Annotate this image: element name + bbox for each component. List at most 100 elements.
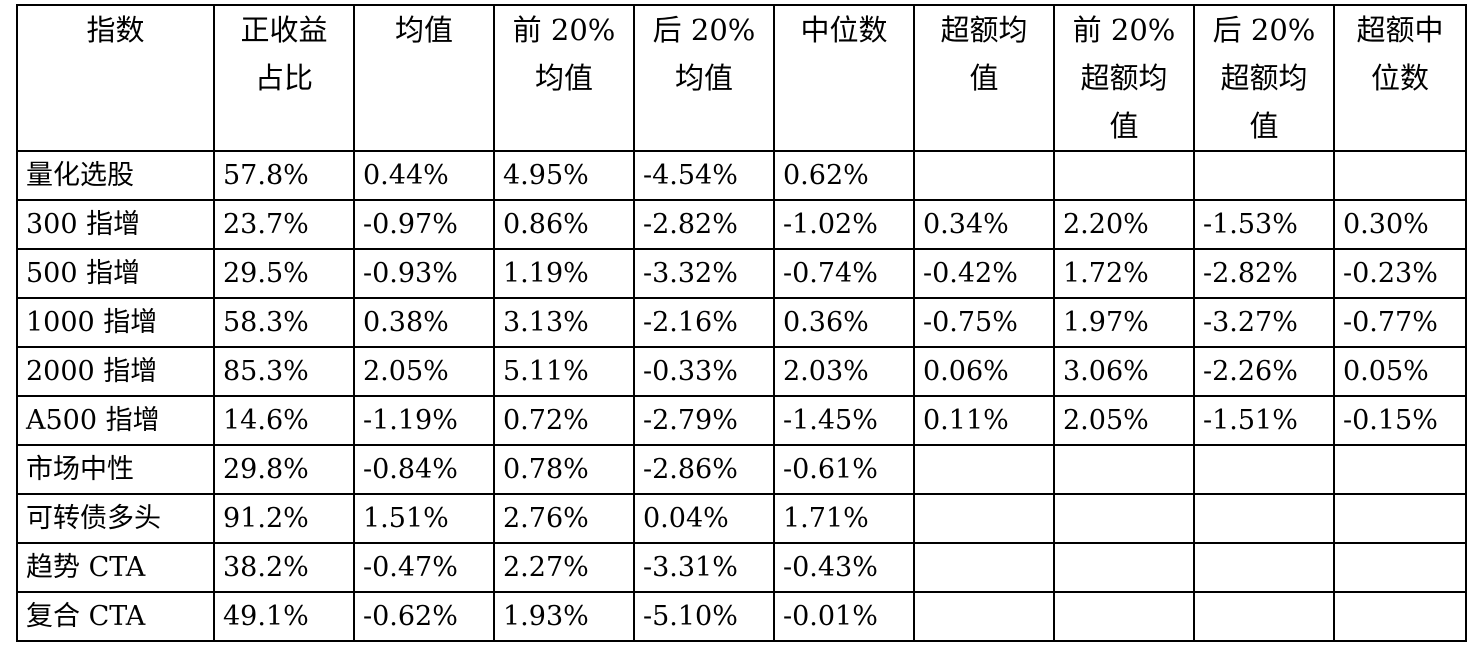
table-row: A500 指增 14.6% -1.19% 0.72% -2.79% -1.45% 0.11%… (16, 395, 1467, 446)
table-cell (1053, 542, 1195, 593)
column-header: 后 20% 超额均值 (1193, 4, 1335, 152)
table-cell: -0.62% (353, 591, 495, 642)
table-cell (1333, 591, 1467, 642)
table-cell: -0.15% (1333, 395, 1467, 446)
table-cell: 0.44% (353, 150, 495, 201)
row-label-cell: 2000 指增 (16, 346, 215, 397)
table-cell: 3.06% (1053, 346, 1195, 397)
table-cell: -1.45% (773, 395, 915, 446)
table-cell: 0.62% (773, 150, 915, 201)
table-cell: -0.77% (1333, 297, 1467, 348)
table-cell: 2.03% (773, 346, 915, 397)
table-container: 指数 正收益 占比 均值前 20% 均值后 20% 均值 中位数 超额均值前 20% 超额均值后… (16, 4, 1467, 642)
table-cell: -0.84% (353, 444, 495, 495)
table-cell: 29.5% (213, 248, 355, 299)
column-header-line: 值 (1249, 109, 1279, 143)
table-cell: 29.8% (213, 444, 355, 495)
table-cell: 0.36% (773, 297, 915, 348)
table-cell: 14.6% (213, 395, 355, 446)
column-header-line: 值 (1109, 109, 1139, 143)
table-cell (1193, 591, 1335, 642)
table-cell: -3.27% (1193, 297, 1335, 348)
table-cell (1333, 493, 1467, 544)
column-header: 正收益 占比 (213, 4, 355, 152)
table-cell (913, 542, 1055, 593)
column-header-line: 指数 (86, 13, 145, 47)
column-header-line: 中位数 (800, 13, 888, 47)
column-header: 后 20% 均值 (633, 4, 775, 152)
table-row: 500 指增 29.5% -0.93% 1.19% -3.32% -0.74% -0.42%… (16, 248, 1467, 299)
table-row: 2000 指增 85.3% 2.05% 5.11% -0.33% 2.03% 0.06% 3.… (16, 346, 1467, 397)
table-cell (1193, 444, 1335, 495)
column-header: 指数 (16, 4, 215, 152)
table-cell (1053, 444, 1195, 495)
row-label-cell: A500 指增 (16, 395, 215, 446)
table-cell: -0.43% (773, 542, 915, 593)
table-cell (1053, 493, 1195, 544)
table-cell (1053, 591, 1195, 642)
table-cell: 2.76% (493, 493, 635, 544)
table-cell: -3.32% (633, 248, 775, 299)
table-cell (913, 493, 1055, 544)
column-header-line: 均值 (674, 61, 733, 95)
table-cell: 0.06% (913, 346, 1055, 397)
column-header: 中位数 (773, 4, 915, 152)
table-cell: -2.16% (633, 297, 775, 348)
table-cell: 0.05% (1333, 346, 1467, 397)
column-header: 超额均值 (913, 4, 1055, 152)
table-cell: -2.26% (1193, 346, 1335, 397)
row-label-cell: 量化选股 (16, 150, 215, 201)
table-cell: -0.75% (913, 297, 1055, 348)
table-cell: -2.82% (633, 199, 775, 250)
table-cell: 23.7% (213, 199, 355, 250)
table-cell: 0.11% (913, 395, 1055, 446)
header-row: 指数 正收益 占比 均值前 20% 均值后 20% 均值 中位数 超额均值前 20% 超额均值后… (16, 4, 1467, 152)
table-cell: 2.27% (493, 542, 635, 593)
table-cell: -0.61% (773, 444, 915, 495)
table-cell: 1.72% (1053, 248, 1195, 299)
column-header-line: 超额均 (1080, 61, 1168, 95)
table-cell (1193, 493, 1335, 544)
table-cell: 0.72% (493, 395, 635, 446)
table-cell: -0.93% (353, 248, 495, 299)
table-cell: 2.05% (353, 346, 495, 397)
table-cell: 91.2% (213, 493, 355, 544)
table-row: 1000 指增 58.3% 0.38% 3.13% -2.16% 0.36% -0.75% 1… (16, 297, 1467, 348)
table-body: 量化选股 57.8% 0.44% 4.95% -4.54% 0.62% 300 指增 23.7… (16, 150, 1467, 642)
column-header: 前 20% 均值 (493, 4, 635, 152)
table-cell: 0.38% (353, 297, 495, 348)
table-cell: -0.74% (773, 248, 915, 299)
row-label-cell: 500 指增 (16, 248, 215, 299)
column-header-line: 占比 (254, 61, 313, 95)
table-cell: -1.53% (1193, 199, 1335, 250)
table-cell: 0.78% (493, 444, 635, 495)
table-cell: -1.51% (1193, 395, 1335, 446)
table-cell: 58.3% (213, 297, 355, 348)
table-cell (913, 591, 1055, 642)
table-cell: -2.82% (1193, 248, 1335, 299)
table-cell: -0.42% (913, 248, 1055, 299)
index-stats-table: 指数 正收益 占比 均值前 20% 均值后 20% 均值 中位数 超额均值前 20% 超额均值后… (16, 4, 1467, 642)
row-label-cell: 市场中性 (16, 444, 215, 495)
table-cell: 0.04% (633, 493, 775, 544)
column-header-line: 超额均 (940, 13, 1028, 47)
column-header-line: 值 (969, 61, 999, 95)
table-row: 量化选股 57.8% 0.44% 4.95% -4.54% 0.62% (16, 150, 1467, 201)
table-cell: 0.86% (493, 199, 635, 250)
table-cell: -2.86% (633, 444, 775, 495)
table-row: 复合 CTA 49.1% -0.62% 1.93% -5.10% -0.01% (16, 591, 1467, 642)
table-cell: -4.54% (633, 150, 775, 201)
table-cell: 1.71% (773, 493, 915, 544)
column-header-line: 超额中 (1356, 13, 1444, 47)
table-cell: -1.02% (773, 199, 915, 250)
column-header-line: 均值 (534, 61, 593, 95)
table-cell: 57.8% (213, 150, 355, 201)
table-row: 趋势 CTA 38.2% -0.47% 2.27% -3.31% -0.43% (16, 542, 1467, 593)
column-header-line: 正收益 (240, 13, 328, 47)
table-cell: 85.3% (213, 346, 355, 397)
table-cell: -1.19% (353, 395, 495, 446)
table-cell: 1.97% (1053, 297, 1195, 348)
table-cell: 38.2% (213, 542, 355, 593)
table-cell: 2.20% (1053, 199, 1195, 250)
table-cell (1053, 150, 1195, 201)
